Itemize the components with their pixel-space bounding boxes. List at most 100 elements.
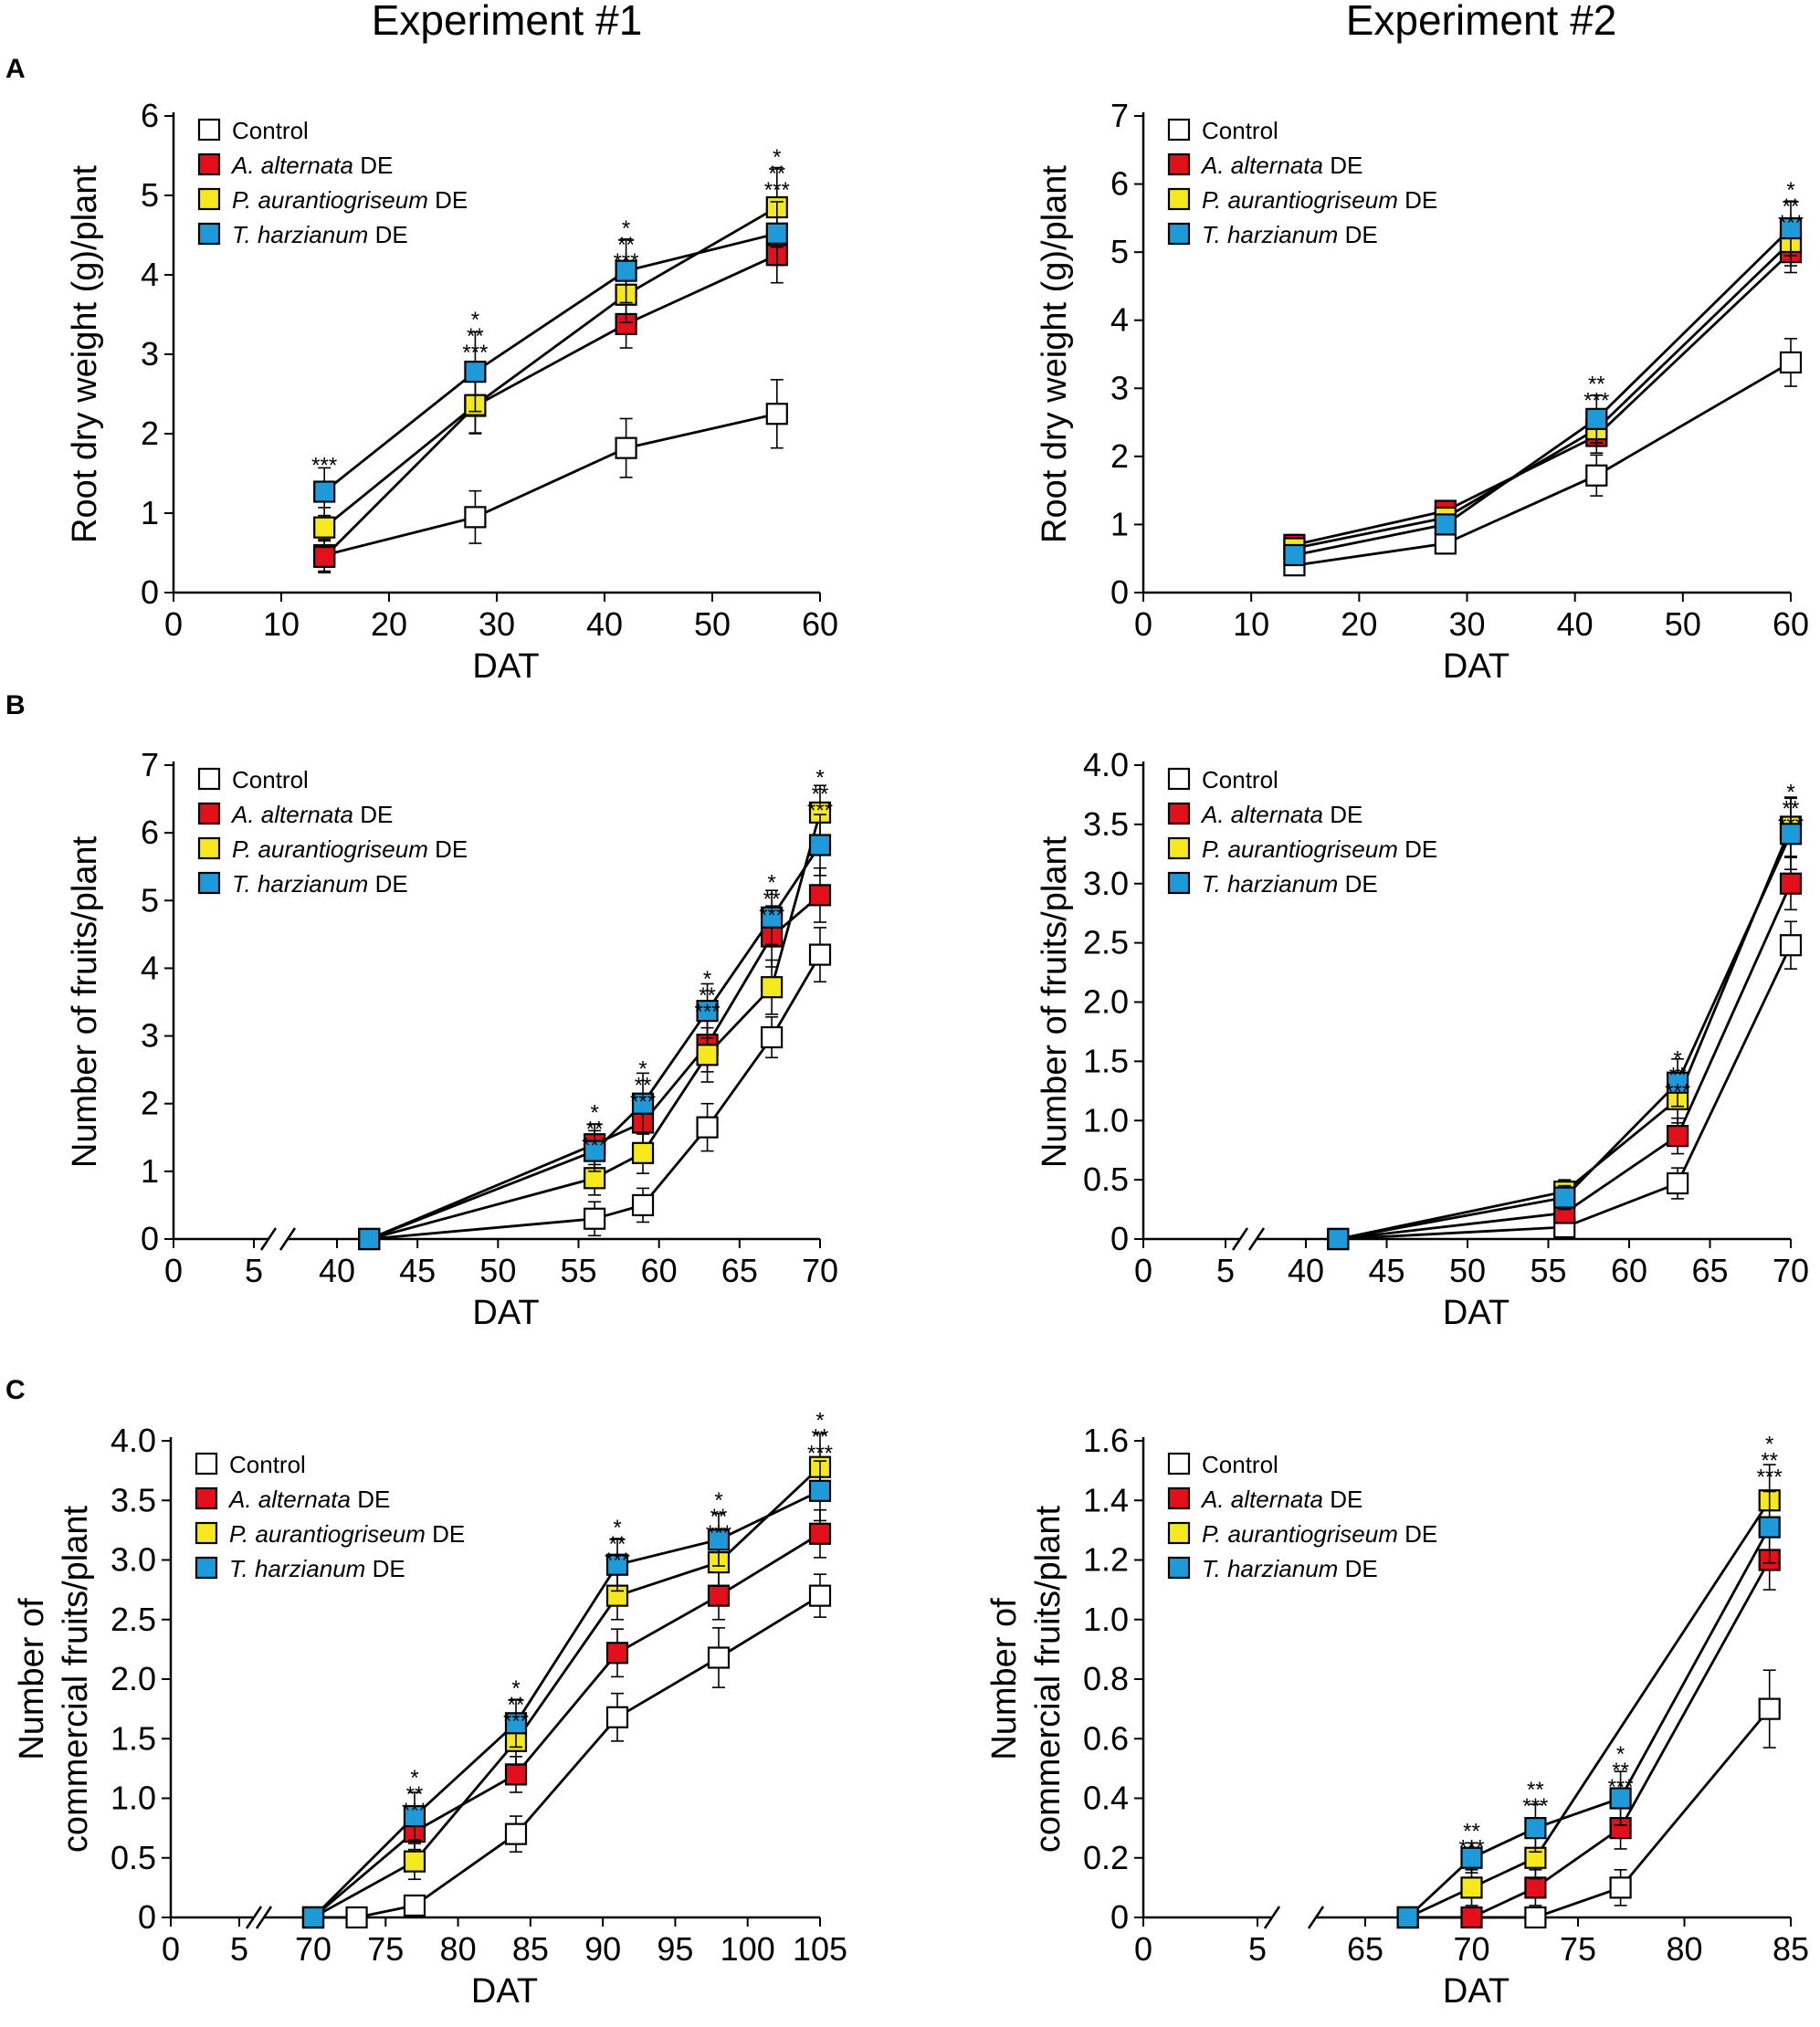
y-tick-label: 6 [1110, 165, 1129, 203]
panel-label-a: A [5, 54, 26, 84]
significance-marker: *** [1583, 388, 1609, 413]
y-tick-label: 5 [141, 881, 159, 919]
panel-label-b: B [5, 690, 26, 720]
x-axis-title: DAT [1443, 1972, 1510, 2011]
significance-marker: ** [763, 887, 781, 912]
series-line-t-harzianum-de [1338, 833, 1793, 1241]
y-tick-label: 0.8 [1083, 1660, 1129, 1697]
data-point-t-harzianum-de [1666, 1071, 1689, 1094]
data-point-t-harzianum-de [403, 1804, 426, 1828]
legend-label-t-harzianum: T. harzianum DE [1202, 870, 1378, 898]
series-line-control [369, 953, 822, 1241]
legend-label-a-alternata: A. alternata DE [227, 1486, 390, 1513]
data-point-a-alternata-de [605, 1642, 629, 1665]
legend-swatch-t-harzianum [1167, 871, 1191, 895]
y-tick-label: 0 [141, 573, 159, 611]
y-tick-label: 4.0 [1083, 746, 1129, 783]
y-tick-label: 1.2 [1083, 1541, 1129, 1579]
legend-swatch-t-harzianum [197, 222, 221, 246]
data-point-p-aurantiogriseum-de [760, 976, 784, 999]
significance-marker: *** [462, 341, 488, 365]
x-tick-label: 60 [802, 605, 838, 643]
data-point-t-harzianum-de [504, 1712, 528, 1735]
significance-marker: *** [1778, 813, 1804, 837]
legend-swatch-control [195, 1452, 218, 1476]
legend-swatch-control [1167, 118, 1191, 142]
data-point-a-alternata-de [1779, 872, 1803, 895]
y-tick-label: 7 [141, 746, 159, 783]
x-tick-label: 20 [371, 605, 407, 643]
significance-marker: *** [1608, 1775, 1634, 1800]
y-tick-label: 4 [1110, 301, 1129, 339]
data-point-p-aurantiogriseum-de [631, 1141, 655, 1164]
x-axis-title: DAT [472, 1294, 539, 1332]
legend-swatch-a-alternata [1167, 1486, 1191, 1510]
data-point-t-harzianum-de [358, 1227, 381, 1251]
series-line-t-harzianum-de [323, 232, 778, 493]
significance-marker: ** [699, 983, 716, 1008]
chart-panel-a-experiment-2: 0 1 2 3 4 5 6 7 0 10 20 30 40 50 60 DAT Root dry weight … [1036, 97, 1809, 686]
data-point-t-harzianum-de [464, 361, 487, 383]
y-tick-label: 1.6 [1083, 1422, 1129, 1459]
y-tick-label: 2 [141, 415, 159, 452]
y-tick-label: 0.5 [1083, 1161, 1129, 1198]
y-tick-label: 3 [141, 335, 159, 373]
significance-marker: *** [605, 1549, 630, 1573]
data-point-t-harzianum-de [707, 1528, 731, 1551]
significance-marker: * [1786, 780, 1794, 804]
significance-marker: * [703, 967, 711, 992]
legend-label-t-harzianum: T. harzianum DE [1202, 221, 1378, 248]
significance-marker: *** [1458, 1836, 1484, 1861]
data-point-a-alternata-de [1666, 1125, 1689, 1148]
x-tick-label: 75 [367, 1930, 404, 1968]
data-point-t-harzianum-de [1434, 513, 1457, 536]
x-tick-label: 30 [1448, 605, 1485, 643]
data-point-a-alternata-de [1524, 1876, 1547, 1899]
legend-swatch-a-alternata [195, 1486, 218, 1510]
y-axis-title: commercial fruits/plant [57, 1506, 95, 1854]
legend-label-a-alternata: A. alternata DE [1200, 801, 1362, 828]
significance-marker: *** [706, 1521, 731, 1546]
legend-swatch-p-aurantiogriseum [197, 187, 221, 211]
axis-break-mark [1231, 1227, 1249, 1251]
x-tick-label: 0 [164, 1252, 183, 1289]
significance-marker: ** [1612, 1759, 1629, 1783]
legend-swatch-a-alternata [1167, 802, 1191, 825]
data-point-a-alternata-de [1460, 1906, 1483, 1929]
y-tick-label: 3.0 [110, 1541, 156, 1579]
legend-swatch-control [1167, 1452, 1191, 1476]
legend-label-p-aurantiogriseum: P. aurantiogriseum DE [1202, 835, 1437, 863]
data-point-control [403, 1894, 426, 1917]
significance-marker: * [471, 308, 479, 332]
series-line-a-alternata-de [323, 254, 778, 558]
series-line-a-alternata-de [1338, 883, 1793, 1241]
x-tick-label: 40 [1557, 605, 1594, 643]
x-tick-label: 105 [793, 1930, 847, 1968]
data-point-control [808, 943, 832, 966]
significance-marker: ** [768, 162, 785, 186]
data-point-t-harzianum-de [808, 834, 832, 856]
data-point-p-aurantiogriseum-de [313, 516, 336, 539]
significance-marker: *** [582, 1134, 607, 1159]
y-tick-label: 5 [141, 176, 159, 214]
x-tick-label: 65 [1347, 1930, 1383, 1968]
y-tick-label: 0.2 [1083, 1839, 1129, 1876]
significance-marker: ** [1761, 1448, 1778, 1473]
significance-marker: *** [503, 1709, 529, 1734]
x-tick-label: 5 [230, 1930, 248, 1968]
y-tick-label: 1.5 [110, 1719, 156, 1757]
significance-marker: *** [1665, 1079, 1690, 1104]
legend-label-control: Control [229, 1451, 306, 1478]
significance-marker: ** [406, 1782, 424, 1807]
column-title-experiment-2: Experiment #2 [1346, 0, 1617, 44]
axis-break-mark [1263, 1906, 1281, 1929]
data-point-p-aurantiogriseum-de [1460, 1876, 1483, 1899]
data-point-control [765, 403, 788, 425]
significance-marker: * [815, 766, 824, 791]
significance-marker: ** [1527, 1778, 1544, 1802]
x-tick-label: 70 [802, 1252, 838, 1289]
axis-break-mark [279, 1227, 297, 1251]
significance-marker: * [511, 1676, 520, 1701]
data-point-t-harzianum-de [1758, 1516, 1781, 1539]
y-tick-label: 0.6 [1083, 1719, 1129, 1757]
